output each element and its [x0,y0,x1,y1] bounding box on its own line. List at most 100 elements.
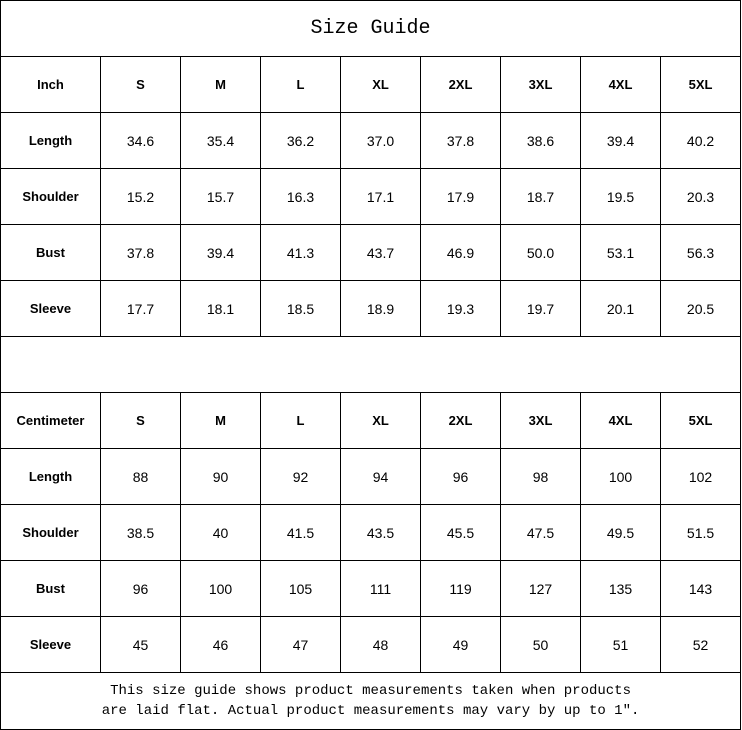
table-row: Bust 96 100 105 111 119 127 135 143 [0,560,742,617]
measurement-cell: 40.2 [659,112,742,169]
size-note: This size guide shows product measuremen… [0,672,742,730]
measurement-cell: 38.5 [100,504,181,561]
size-header: 5XL [659,392,742,449]
row-label: Sleeve [0,280,101,337]
measurement-cell: 143 [659,560,742,617]
measurement-cell: 45.5 [420,504,501,561]
row-label: Bust [0,224,101,281]
measurement-cell: 20.5 [659,280,742,337]
measurement-cell: 19.5 [580,168,661,225]
measurement-cell: 46 [180,616,261,673]
table-row: Shoulder 15.2 15.7 16.3 17.1 17.9 18.7 19.5 20.3 [0,168,742,225]
table-row: Sleeve 17.7 18.1 18.5 18.9 19.3 19.7 20.1 20.5 [0,280,742,337]
measurement-cell: 46.9 [420,224,501,281]
measurement-cell: 45 [100,616,181,673]
measurement-cell: 18.9 [340,280,421,337]
measurement-cell: 43.7 [340,224,421,281]
size-header: XL [340,392,421,449]
measurement-cell: 37.8 [100,224,181,281]
note-line: are laid flat. Actual product measuremen… [101,703,640,719]
size-header: 4XL [580,392,661,449]
note-line: This size guide shows product measuremen… [110,683,631,699]
row-label: Bust [0,560,101,617]
measurement-cell: 20.3 [659,168,742,225]
measurement-cell: 100 [180,560,261,617]
measurement-cell: 19.3 [420,280,501,337]
measurement-cell: 135 [580,560,661,617]
table-row: Length 34.6 35.4 36.2 37.0 37.8 38.6 39.4 40.2 [0,112,742,169]
row-label: Sleeve [0,616,101,673]
size-header: 3XL [500,392,581,449]
table-row: Sleeve 45 46 47 48 49 50 51 52 [0,616,742,673]
measurement-cell: 90 [180,448,261,505]
measurement-cell: 38.6 [500,112,581,169]
measurement-cell: 15.7 [180,168,261,225]
measurement-cell: 15.2 [100,168,181,225]
measurement-cell: 16.3 [260,168,341,225]
measurement-cell: 41.3 [260,224,341,281]
size-header: 5XL [659,56,742,113]
spacer-cell [0,336,742,393]
row-label: Length [0,112,101,169]
measurement-cell: 40 [180,504,261,561]
row-label: Shoulder [0,504,101,561]
size-header: S [100,392,181,449]
measurement-cell: 20.1 [580,280,661,337]
measurement-cell: 41.5 [260,504,341,561]
size-header: 2XL [420,56,501,113]
measurement-cell: 96 [100,560,181,617]
header-row: Centimeter S M L XL 2XL 3XL 4XL 5XL [0,392,742,449]
measurement-cell: 119 [420,560,501,617]
measurement-cell: 51 [580,616,661,673]
measurement-cell: 18.1 [180,280,261,337]
measurement-cell: 17.9 [420,168,501,225]
measurement-cell: 50 [500,616,581,673]
measurement-cell: 39.4 [580,112,661,169]
size-header: M [180,392,261,449]
size-header: M [180,56,261,113]
measurement-cell: 94 [340,448,421,505]
measurement-cell: 98 [500,448,581,505]
measurement-cell: 49.5 [580,504,661,561]
measurement-cell: 37.8 [420,112,501,169]
table-row: Shoulder 38.5 40 41.5 43.5 45.5 47.5 49.5 51.5 [0,504,742,561]
note-row: This size guide shows product measuremen… [0,672,742,730]
measurement-cell: 56.3 [659,224,742,281]
spacer-row [0,336,742,393]
row-label: Shoulder [0,168,101,225]
measurement-cell: 17.7 [100,280,181,337]
size-header: XL [340,56,421,113]
measurement-cell: 50.0 [500,224,581,281]
row-label: Length [0,448,101,505]
title-row: Size Guide [0,0,742,57]
measurement-cell: 43.5 [340,504,421,561]
size-header: 4XL [580,56,661,113]
measurement-cell: 52 [659,616,742,673]
measurement-cell: 18.7 [500,168,581,225]
measurement-cell: 49 [420,616,501,673]
page-title: Size Guide [0,0,742,57]
measurement-cell: 35.4 [180,112,261,169]
size-header: S [100,56,181,113]
measurement-cell: 47.5 [500,504,581,561]
measurement-cell: 96 [420,448,501,505]
measurement-cell: 111 [340,560,421,617]
measurement-cell: 51.5 [659,504,742,561]
measurement-cell: 18.5 [260,280,341,337]
measurement-cell: 127 [500,560,581,617]
size-header: L [260,56,341,113]
measurement-cell: 88 [100,448,181,505]
measurement-cell: 100 [580,448,661,505]
unit-header: Inch [0,56,101,113]
measurement-cell: 102 [659,448,742,505]
measurement-cell: 37.0 [340,112,421,169]
measurement-cell: 17.1 [340,168,421,225]
measurement-cell: 105 [260,560,341,617]
header-row: Inch S M L XL 2XL 3XL 4XL 5XL [0,56,742,113]
measurement-cell: 36.2 [260,112,341,169]
measurement-cell: 48 [340,616,421,673]
table-row: Length 88 90 92 94 96 98 100 102 [0,448,742,505]
unit-header: Centimeter [0,392,101,449]
size-header: 2XL [420,392,501,449]
